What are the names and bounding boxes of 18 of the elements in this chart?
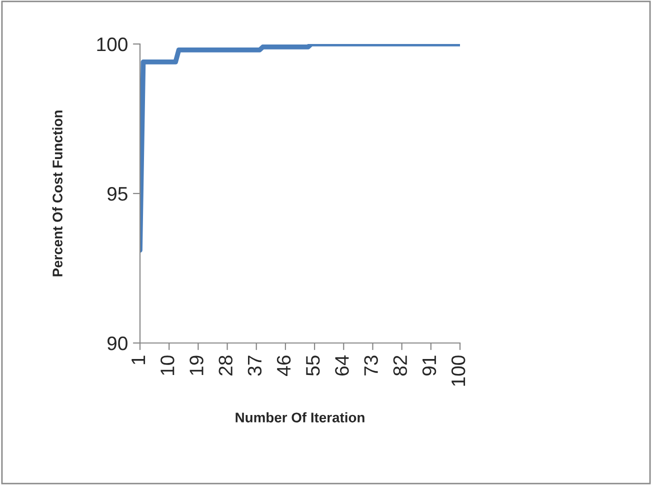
y-axis-title: Percent Of Cost Function bbox=[52, 110, 62, 276]
x-tick-label: 100 bbox=[451, 356, 466, 386]
x-tick-label: 73 bbox=[364, 356, 378, 376]
x-tick-label: 28 bbox=[218, 356, 232, 376]
y-tick-label: 90 bbox=[107, 336, 128, 350]
x-tick-label: 19 bbox=[190, 356, 204, 375]
y-tick-label: 95 bbox=[107, 186, 128, 201]
x-tick-label: 55 bbox=[306, 356, 320, 376]
x-tick-label: 1 bbox=[132, 356, 146, 364]
x-tick-label: 82 bbox=[393, 356, 408, 376]
x-tick-label: 46 bbox=[276, 356, 291, 376]
x-axis-title: Number Of Iteration bbox=[236, 412, 364, 422]
y-tick-label: 100 bbox=[97, 37, 128, 52]
x-tick-label: 10 bbox=[160, 356, 174, 375]
x-tick-label: 64 bbox=[335, 355, 349, 376]
x-tick-label: 37 bbox=[248, 356, 262, 376]
x-tick-label: 91 bbox=[422, 356, 436, 376]
line-series bbox=[140, 44, 460, 253]
